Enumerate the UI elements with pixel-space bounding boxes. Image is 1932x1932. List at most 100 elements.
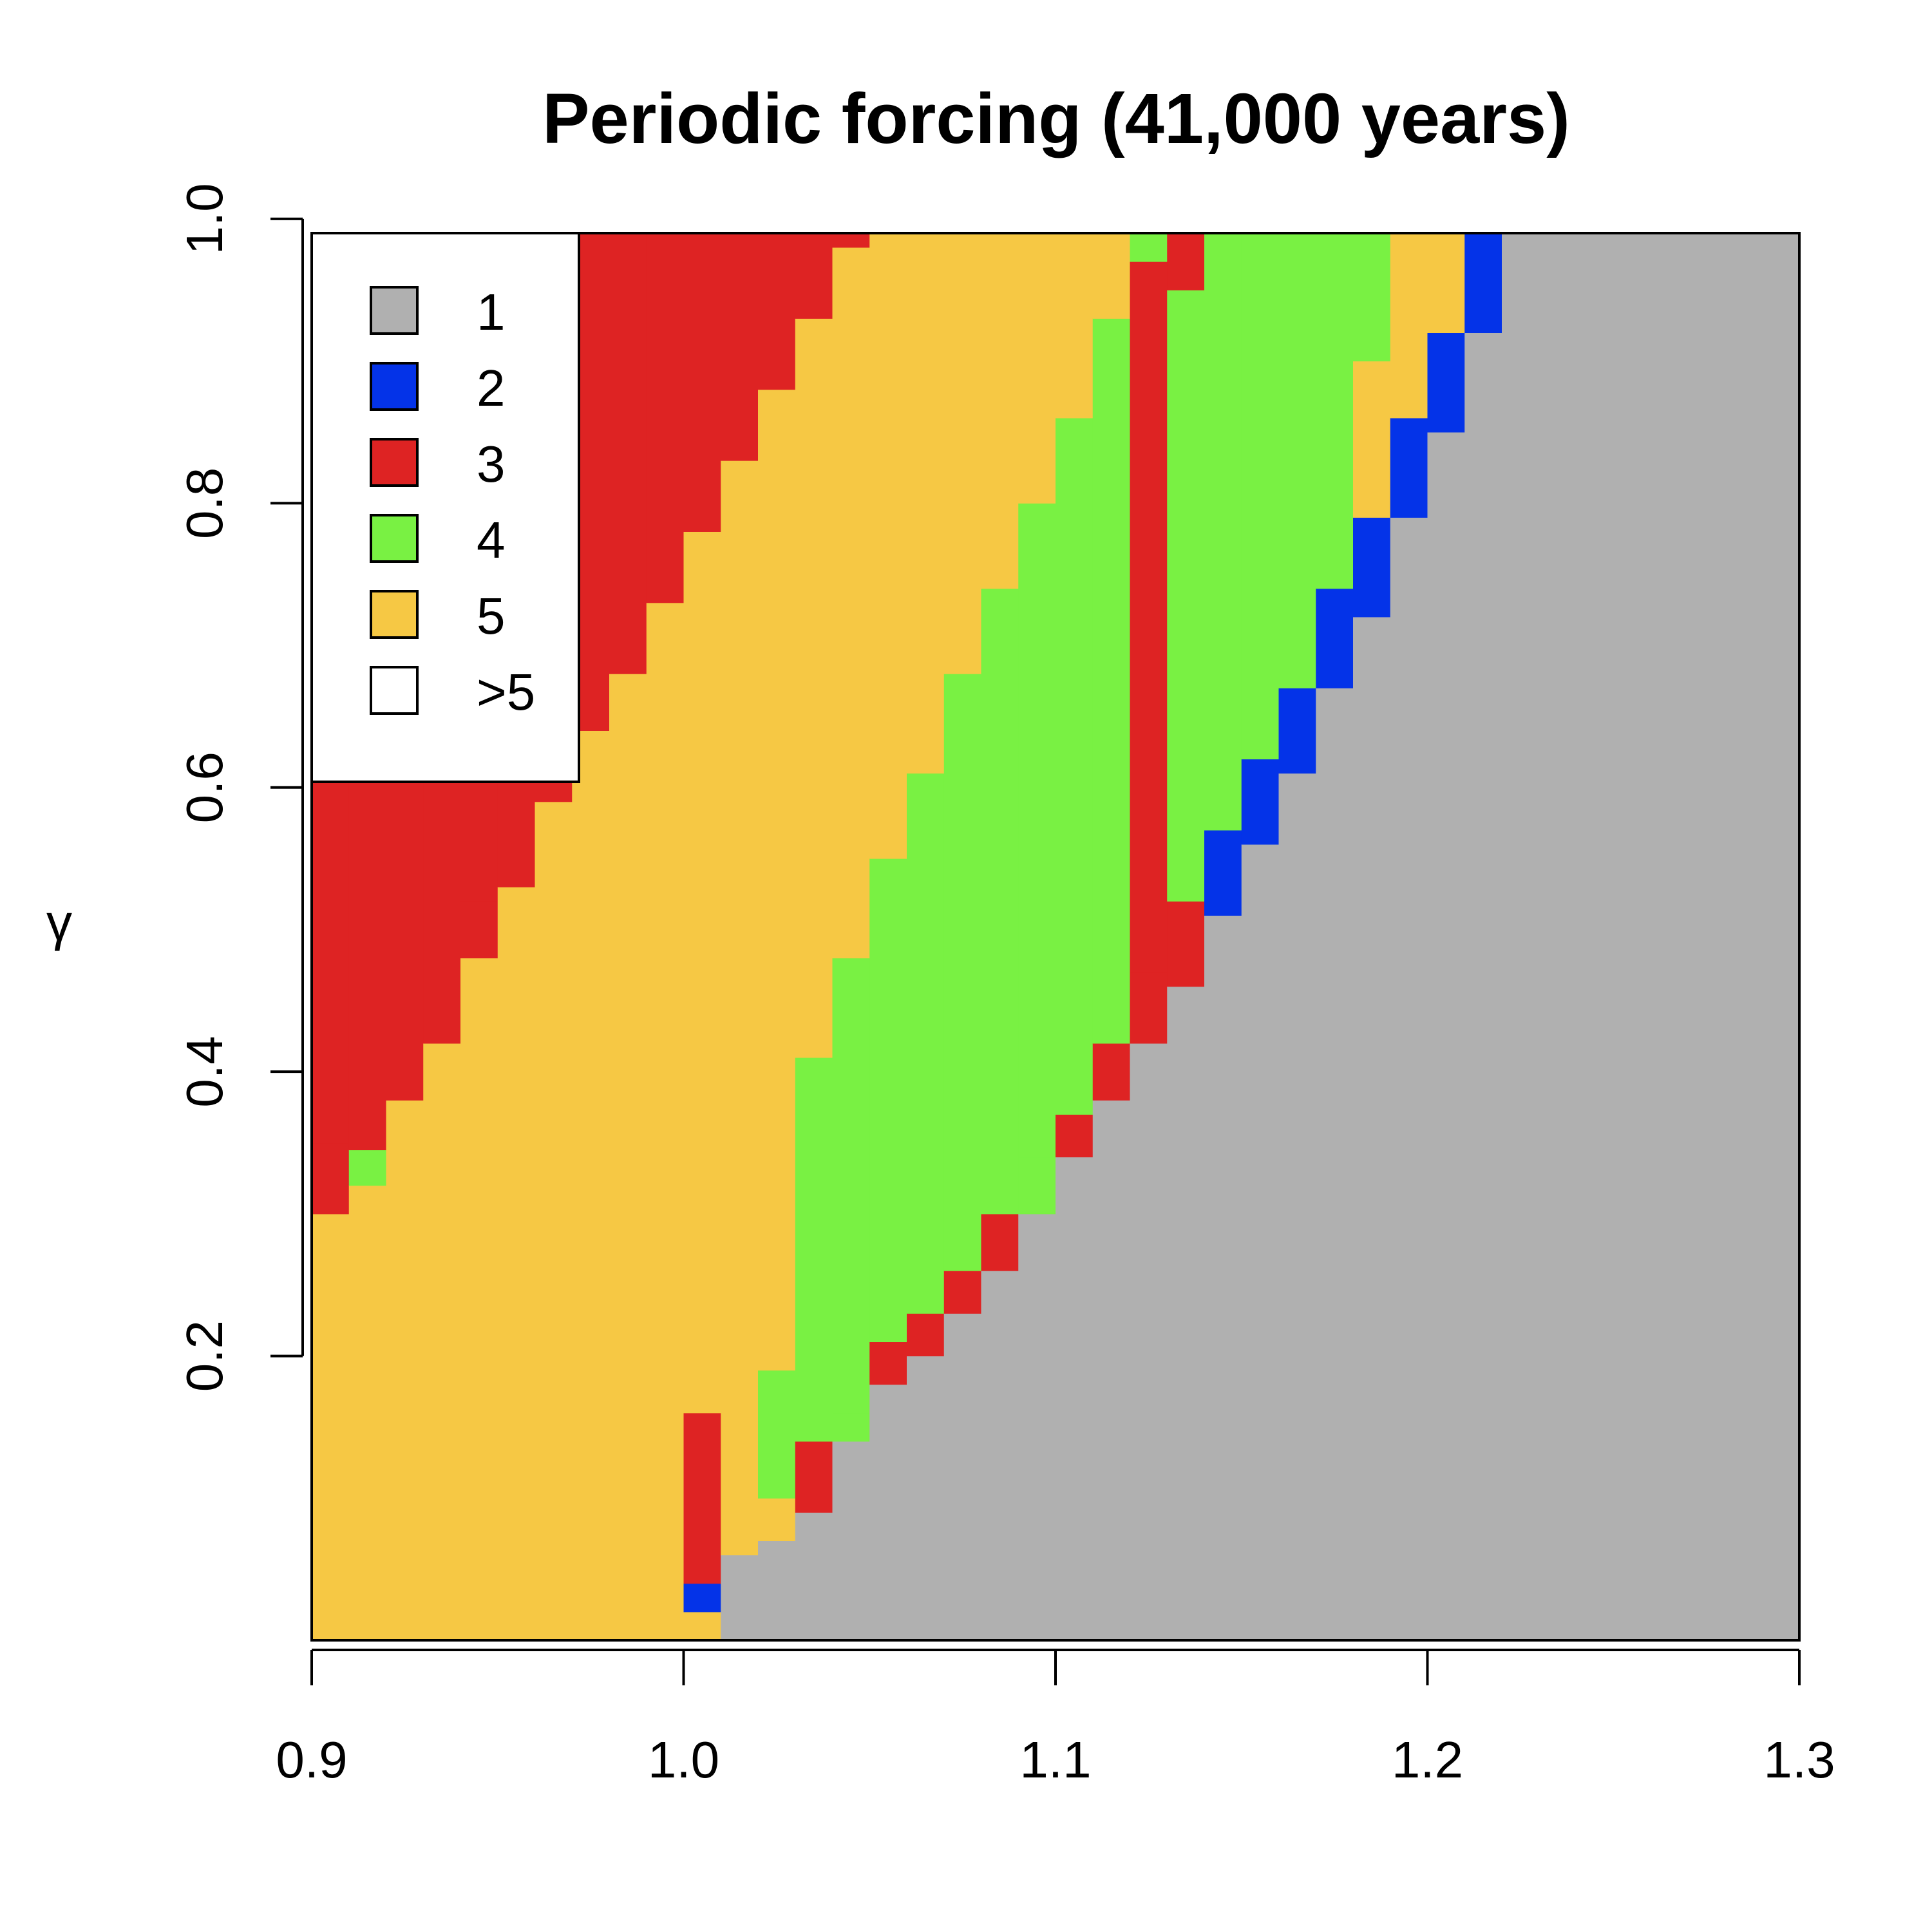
heatmap-cell [646, 233, 684, 603]
heatmap-cell [1130, 233, 1168, 262]
heatmap-cell [869, 233, 907, 831]
heatmap-cell [832, 929, 870, 959]
heatmap-cell [832, 247, 870, 930]
y-tick-label: 0.4 [176, 1036, 233, 1108]
x-tick-label: 1.2 [1392, 1731, 1463, 1788]
heatmap-cell [1092, 318, 1130, 1044]
legend-swatch [370, 438, 419, 487]
heatmap-cell [683, 1611, 721, 1641]
legend-label: 3 [477, 435, 506, 493]
heatmap-cell [1167, 290, 1205, 902]
heatmap-cell [832, 233, 870, 248]
heatmap-cell [907, 1313, 945, 1357]
heatmap-cell [1427, 332, 1465, 433]
heatmap-cell [683, 233, 721, 532]
heatmap-cell [869, 829, 907, 859]
heatmap-cell [795, 233, 833, 319]
heatmap-cell [1316, 233, 1354, 589]
y-axis: 0.2 0.4 0.6 0.8 1.0 [176, 183, 304, 1392]
heatmap-cell [1613, 233, 1651, 1641]
heatmap-cell [1390, 233, 1428, 419]
y-tick-label: 0.8 [176, 468, 233, 539]
heatmap-cell [1427, 233, 1465, 333]
heatmap-cell [1539, 233, 1577, 1641]
heatmap-cell [348, 1150, 386, 1186]
heatmap-cell [758, 1540, 796, 1641]
heatmap-cell [758, 1498, 796, 1542]
heatmap-cell [1353, 616, 1391, 1641]
heatmap-cell [1204, 233, 1242, 831]
heatmap-cell [758, 389, 796, 1144]
heatmap-cell [497, 887, 535, 1641]
heatmap-cell [1464, 233, 1502, 333]
heatmap-cell [1092, 1100, 1130, 1641]
heatmap-cell [348, 1185, 386, 1641]
legend-box [310, 232, 580, 783]
heatmap-cell [683, 1412, 721, 1584]
chart-title: Periodic forcing (41,000 years) [542, 79, 1570, 158]
heatmap-cell [832, 958, 870, 1414]
heatmap-cell [423, 1043, 461, 1641]
heatmap-cell [1278, 233, 1316, 688]
heatmap-cell [1018, 475, 1056, 504]
heatmap-cell [1056, 417, 1094, 1115]
heatmap-cell [386, 1100, 424, 1641]
legend-label: 1 [477, 283, 506, 341]
heatmap-cell [721, 1555, 759, 1641]
heatmap-cell [943, 645, 981, 674]
heatmap-cell [1316, 688, 1354, 1641]
legend: 1 2 3 4 5 >5 [310, 232, 580, 783]
heatmap-cell [1056, 233, 1094, 390]
heatmap-cell [795, 1057, 833, 1442]
heatmap-cell [1241, 844, 1279, 1641]
x-tick-label: 1.3 [1763, 1731, 1835, 1788]
heatmap-cell [981, 1213, 1019, 1271]
heatmap-cell [943, 1313, 981, 1641]
heatmap-cell [423, 986, 461, 1044]
y-tick-label: 0.2 [176, 1320, 233, 1392]
heatmap-cell [758, 1142, 796, 1371]
heatmap-cell [609, 233, 647, 674]
heatmap-cell [312, 1142, 350, 1215]
legend-label: 4 [477, 511, 506, 569]
heatmap-cell [609, 674, 647, 1641]
heatmap-cell [1316, 588, 1354, 688]
heatmap-cell [1056, 1114, 1094, 1158]
heatmap-cell [1762, 233, 1800, 1641]
x-tick-label: 1.0 [648, 1731, 719, 1788]
heatmap-cell [1018, 1157, 1056, 1215]
heatmap-cell [1167, 986, 1205, 1641]
x-axis: 0.9 1.0 1.1 1.2 1.3 [276, 1649, 1835, 1788]
heatmap-cell [460, 901, 498, 959]
x-tick-label: 0.9 [276, 1731, 347, 1788]
heatmap-cell [1018, 233, 1056, 475]
legend-swatch [370, 362, 419, 411]
heatmap-cell [1390, 417, 1428, 518]
heatmap-cell [1241, 759, 1279, 845]
heatmap-cell [1018, 503, 1056, 1158]
heatmap-cell [795, 318, 833, 1030]
heatmap-cell [907, 773, 945, 1314]
plot-frame [310, 232, 1801, 1642]
heatmap-cell [1018, 1213, 1056, 1641]
heatmap-cell [1204, 915, 1242, 1641]
heatmap-cell [1353, 361, 1391, 518]
heatmap-cell [721, 233, 759, 461]
y-axis-label: γ [46, 894, 72, 951]
y-tick-label: 1.0 [176, 183, 233, 254]
heatmap-cell [683, 531, 721, 1414]
heatmap-cell [1502, 233, 1540, 1641]
x-tick-label: 1.1 [1019, 1731, 1091, 1788]
heatmap-cell [1056, 389, 1094, 419]
heatmap-cell [1353, 517, 1391, 618]
legend-swatch [370, 286, 419, 335]
heatmap-cell [795, 1512, 833, 1641]
heatmap-cell [907, 744, 945, 774]
heatmap-cell [386, 1086, 424, 1101]
legend-swatch [370, 666, 419, 715]
heatmap-cell [943, 233, 981, 646]
heatmap-cell [832, 1412, 870, 1442]
heatmap-cell [869, 1341, 907, 1385]
legend-label: 2 [477, 359, 506, 417]
